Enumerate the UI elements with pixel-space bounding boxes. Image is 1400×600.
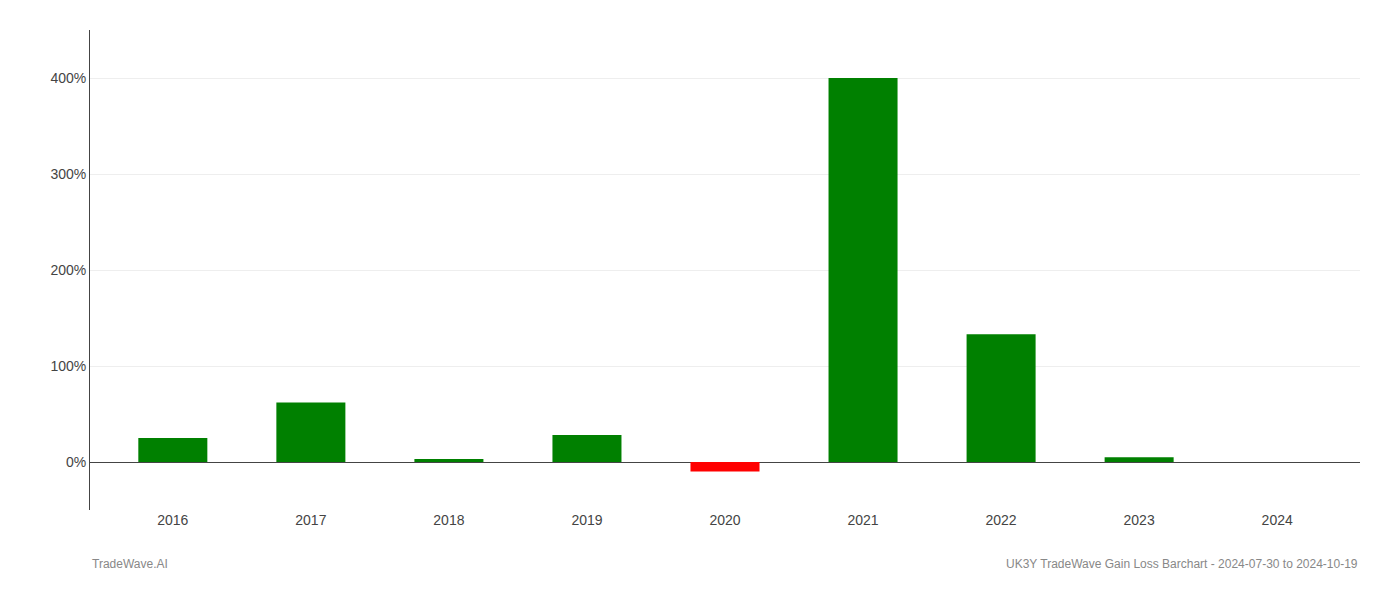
svg-text:0%: 0%	[66, 454, 86, 470]
svg-text:2024: 2024	[1262, 512, 1293, 528]
svg-text:2020: 2020	[709, 512, 740, 528]
svg-text:100%: 100%	[50, 358, 86, 374]
svg-text:UK3Y TradeWave Gain Loss Barch: UK3Y TradeWave Gain Loss Barchart - 2024…	[1006, 557, 1358, 571]
svg-text:2017: 2017	[295, 512, 326, 528]
svg-text:TradeWave.AI: TradeWave.AI	[92, 557, 168, 571]
svg-text:200%: 200%	[50, 262, 86, 278]
svg-text:2021: 2021	[847, 512, 878, 528]
svg-text:2016: 2016	[157, 512, 188, 528]
svg-text:2019: 2019	[571, 512, 602, 528]
svg-text:2022: 2022	[986, 512, 1017, 528]
svg-text:300%: 300%	[50, 166, 86, 182]
svg-text:400%: 400%	[50, 70, 86, 86]
svg-text:2018: 2018	[433, 512, 464, 528]
svg-text:2023: 2023	[1124, 512, 1155, 528]
